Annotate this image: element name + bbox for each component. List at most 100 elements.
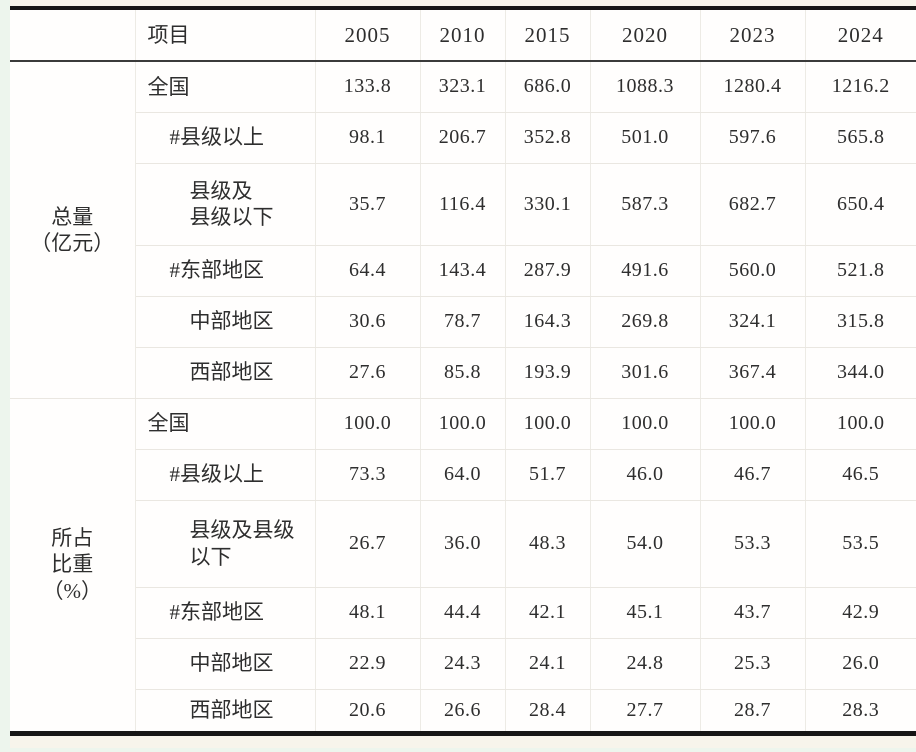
value-cell: 22.9 <box>315 638 421 690</box>
value-cell: 143.4 <box>420 245 506 297</box>
value-cell: 24.1 <box>505 638 591 690</box>
value-cell: 565.8 <box>805 112 916 164</box>
section-label-line: （%） <box>42 578 103 603</box>
value-cell: 28.3 <box>842 698 880 721</box>
value-cell: 27.7 <box>590 689 701 733</box>
item-label-line: 以下 <box>189 544 232 569</box>
section-label-cell: 所占 比重 （%） <box>10 398 136 734</box>
section-label-line: 所占 <box>51 526 94 551</box>
item-label-line: 县级及县级 <box>189 518 295 543</box>
statistics-table-container: 项目 2005 2010 2015 2020 2023 2024 总量 （亿元） 全国 133.8… <box>10 6 916 736</box>
value-cell: 25.3 <box>700 638 806 690</box>
value-cell: 100.0 <box>700 398 806 450</box>
value-cell: 116.4 <box>420 163 506 246</box>
value-cell: 164.3 <box>505 296 591 348</box>
item-label-line: 西部地区 <box>189 360 274 385</box>
value-cell: 597.6 <box>700 112 806 164</box>
value-cell: 48.3 <box>505 500 591 588</box>
value-cell: 100.0 <box>315 398 421 450</box>
header-year-0: 2005 <box>315 8 421 62</box>
value-cell: 54.0 <box>590 500 701 588</box>
item-label-line: #县级以上 <box>169 125 265 150</box>
value-cell: 20.6 <box>315 689 421 733</box>
item-label-line: #东部地区 <box>169 600 265 625</box>
value-cell: 53.5 <box>805 500 916 588</box>
value-cell: 64.0 <box>420 449 506 501</box>
value-cell: 24.3 <box>420 638 506 690</box>
value-cell: 46.5 <box>805 449 916 501</box>
table-row: #县级以上 73.3 64.0 51.7 46.0 46.7 46.5 <box>10 449 916 501</box>
value-cell: 352.8 <box>505 112 591 164</box>
table-row: 中部地区 30.6 78.7 164.3 269.8 324.1 315.8 <box>10 296 916 348</box>
header-year-4: 2023 <box>700 8 806 62</box>
value-cell: 1088.3 <box>590 61 701 113</box>
table-row: 总量 （亿元） 全国 133.8 323.1 686.0 1088.3 1280.4 1216.… <box>10 61 916 399</box>
value-cell: 42.9 <box>805 587 916 639</box>
item-cell: 中部地区 <box>135 638 316 690</box>
header-year-1: 2010 <box>420 8 506 62</box>
header-item-label: 项目 <box>135 8 316 62</box>
item-cell: 县级及县级以下 <box>135 500 316 588</box>
value-cell: 521.8 <box>805 245 916 297</box>
item-cell: #东部地区 <box>135 587 316 639</box>
value-cell: 100.0 <box>505 398 591 450</box>
header-year-2: 2015 <box>505 8 591 62</box>
value-cell: 587.3 <box>590 163 701 246</box>
item-label-line: 中部地区 <box>189 309 274 334</box>
value-cell: 44.4 <box>420 587 506 639</box>
item-label-line: 中部地区 <box>189 651 274 676</box>
section-label-line: 总量 <box>51 204 94 229</box>
item-cell: 县级及县级以下 <box>135 163 316 246</box>
table-header-row: 项目 2005 2010 2015 2020 2023 2024 <box>10 8 916 62</box>
value-cell: 46.7 <box>700 449 806 501</box>
item-label-line: 全国 <box>147 411 190 436</box>
table-row: 县级及 县级以下 35.7 116.4 330.1 587.3 682.7 650.4 <box>10 163 916 246</box>
value-cell: 193.9 <box>505 347 591 399</box>
value-cell: 560.0 <box>700 245 806 297</box>
value-cell: 650.4 <box>805 163 916 246</box>
value-cell: 28.4 <box>505 689 591 733</box>
item-label-line: #县级以上 <box>169 462 265 487</box>
table-row: #东部地区 48.1 44.4 42.1 45.1 43.7 42.9 <box>10 587 916 639</box>
value-cell: 48.1 <box>315 587 421 639</box>
value-cell: 26.7 <box>315 500 421 588</box>
value-cell: 100.0 <box>805 398 916 450</box>
value-cell: 682.7 <box>700 163 806 246</box>
table-row: 西部地区 20.6 26.6 28.4 27.7 28.7 28.3 <box>10 689 916 733</box>
value-cell: 269.8 <box>590 296 701 348</box>
item-cell: #县级以上 <box>135 112 316 164</box>
value-cell: 27.6 <box>315 347 421 399</box>
item-cell: 全国 <box>135 398 316 450</box>
value-cell: 330.1 <box>505 163 591 246</box>
table-row: 所占 比重 （%） 全国 100.0 100.0 100.0 100.0 100.0 100.0 <box>10 398 916 734</box>
value-cell: 46.0 <box>590 449 701 501</box>
item-label-line: 县级以下 <box>189 205 274 229</box>
value-cell: 133.8 <box>315 61 421 113</box>
value-cell: 64.4 <box>315 245 421 297</box>
value-cell: 1280.4 <box>700 61 806 113</box>
item-cell: #县级以上 <box>135 449 316 501</box>
value-cell: 344.0 <box>805 347 916 399</box>
value-cell: 78.7 <box>420 296 506 348</box>
table-row: 县级及县级 以下 26.7 36.0 48.3 54.0 53.3 53.5 <box>10 500 916 588</box>
item-label-line: 全国 <box>147 74 190 99</box>
table-row: 中部地区 22.9 24.3 24.1 24.8 25.3 26.0 <box>10 638 916 690</box>
value-cell: 501.0 <box>590 112 701 164</box>
table-row: #县级以上 98.1 206.7 352.8 501.0 597.6 565.8 <box>10 112 916 164</box>
value-cell: 323.1 <box>420 61 506 113</box>
section-label-cell: 总量 （亿元） <box>10 61 136 399</box>
value-cell: 85.8 <box>420 347 506 399</box>
statistics-table: 项目 2005 2010 2015 2020 2023 2024 总量 （亿元） 全国 133.8… <box>10 6 916 736</box>
value-cell: 26.6 <box>420 689 506 733</box>
value-cell: 28.7 <box>700 689 806 733</box>
value-cell: 100.0 <box>420 398 506 450</box>
item-cell: 西部地区 <box>135 347 316 399</box>
document-page: 项目 2005 2010 2015 2020 2023 2024 总量 （亿元） 全国 133.8… <box>10 0 916 748</box>
section-label-line: （亿元） <box>30 230 115 255</box>
value-cell: 315.8 <box>805 296 916 348</box>
value-cell: 53.3 <box>700 500 806 588</box>
item-cell: 西部地区 <box>135 689 316 733</box>
value-cell: 686.0 <box>505 61 591 113</box>
value-cell: 45.1 <box>590 587 701 639</box>
